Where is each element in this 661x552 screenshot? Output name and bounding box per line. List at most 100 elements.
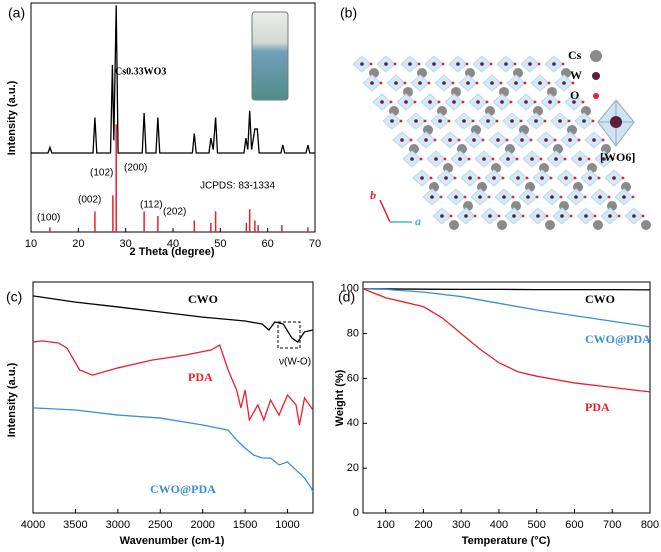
w-atom [482, 157, 486, 161]
o-atom [437, 100, 441, 104]
w-atom [468, 176, 472, 180]
w-atom [502, 195, 506, 199]
data-line [362, 288, 651, 328]
annotation: (112) [140, 200, 163, 211]
o-atom [587, 157, 591, 161]
x-tick-label: 200 [414, 519, 432, 531]
x-tick-label: 20 [72, 238, 84, 250]
w-atom [488, 214, 492, 218]
o-atom [567, 119, 571, 123]
o-atom [537, 62, 541, 66]
w-atom [544, 138, 548, 142]
w-atom [536, 214, 540, 218]
w-atom [524, 100, 528, 104]
w-atom [430, 195, 434, 199]
w-atom [472, 138, 476, 142]
w-atom [434, 157, 438, 161]
series-label: CWO@PDA [585, 332, 651, 346]
panel-label: (b) [340, 5, 357, 21]
o-atom [467, 157, 471, 161]
w-atom [408, 62, 412, 66]
o-atom [631, 195, 635, 199]
panel-label: (a) [8, 5, 25, 21]
o-atom [399, 119, 403, 123]
o-atom [511, 195, 515, 199]
o-atom [463, 195, 467, 199]
w-atom [564, 176, 568, 180]
w-atom [448, 138, 452, 142]
o-atom [447, 119, 451, 123]
o-atom [477, 176, 481, 180]
o-atom [519, 119, 523, 123]
w-atom [608, 214, 612, 218]
w-atom [480, 62, 484, 66]
x-tick-label: 1500 [233, 519, 257, 531]
o-atom [389, 100, 393, 104]
o-atom-key [593, 93, 599, 99]
o-atom [413, 100, 417, 104]
w-atom [456, 62, 460, 66]
data-line [32, 295, 314, 343]
o-atom [525, 176, 529, 180]
o-atom [549, 176, 553, 180]
x-tick-label: 300 [452, 519, 470, 531]
o-atom [523, 81, 527, 85]
legend-label: O [570, 88, 579, 102]
o-atom [533, 100, 537, 104]
w-atom [512, 214, 516, 218]
w-atom [476, 100, 480, 104]
annotation: (100) [37, 213, 60, 224]
o-atom [475, 81, 479, 85]
cs-atom [497, 220, 507, 230]
o-atom [529, 138, 533, 142]
series-label: PDA [585, 400, 610, 414]
w-atom [370, 81, 374, 85]
w-atom [420, 176, 424, 180]
y-tick-label: 60 [347, 372, 359, 384]
o-atom [559, 195, 563, 199]
w-atom [418, 81, 422, 85]
o-atom [513, 62, 517, 66]
x-tick-label: 800 [641, 519, 659, 531]
y-axis-label: Intensity (a.u.) [6, 80, 18, 155]
w-atom-key [592, 72, 600, 80]
x-tick-label: 4000 [21, 519, 45, 531]
crystal-structure [352, 55, 651, 230]
w-atom [530, 157, 534, 161]
w-atom [520, 138, 524, 142]
annotation: (202) [163, 207, 186, 218]
o-atom [505, 138, 509, 142]
o-atom [535, 195, 539, 199]
axis-label: a [415, 214, 421, 228]
w-atom [550, 195, 554, 199]
x-tick-label: 30 [120, 238, 132, 250]
w-atom [516, 176, 520, 180]
data-line [362, 288, 651, 393]
x-tick-label: 70 [309, 238, 321, 250]
annotation: JCPDS: 83-1334 [200, 181, 275, 192]
o-atom [453, 176, 457, 180]
o-atom [451, 81, 455, 85]
w-atom [602, 157, 606, 161]
w-atom [622, 195, 626, 199]
y-tick-label: 20 [347, 462, 359, 474]
axis-label: b [370, 188, 376, 202]
y-tick-label: 80 [347, 327, 359, 339]
w-atom [384, 62, 388, 66]
o-atom [461, 100, 465, 104]
y-tick-label: 40 [347, 417, 359, 429]
w-atom [490, 81, 494, 85]
w-atom [528, 62, 532, 66]
o-atom [621, 176, 625, 180]
w-atom [632, 214, 636, 218]
x-tick-label: 10 [25, 238, 37, 250]
w-atom [496, 138, 500, 142]
series-label: CWO [188, 292, 218, 306]
panel-label: (c) [6, 289, 22, 305]
w-atom [578, 157, 582, 161]
x-tick-label: 2000 [190, 519, 214, 531]
w-atom [554, 157, 558, 161]
o-atom [577, 138, 581, 142]
y-tick-label: 0 [353, 507, 359, 519]
